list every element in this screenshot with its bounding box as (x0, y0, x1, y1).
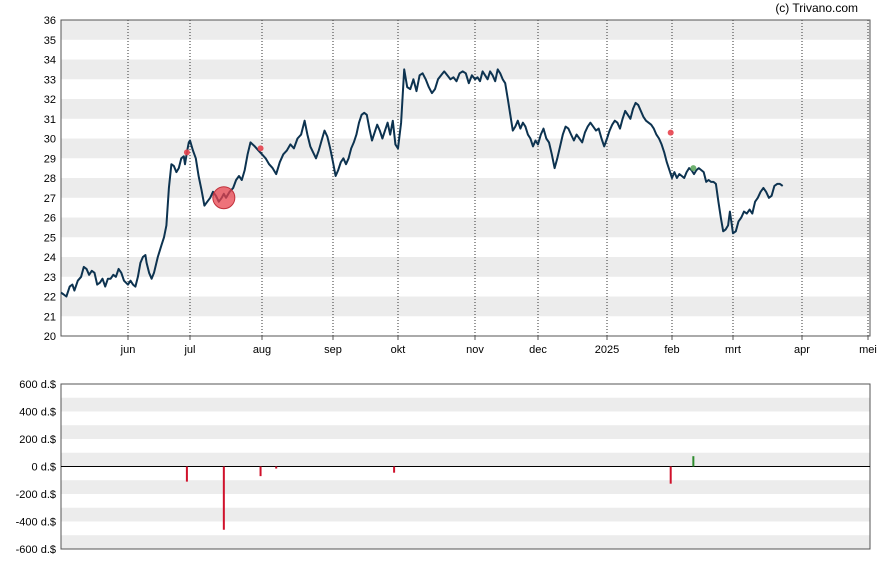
y-tick-label: 27 (44, 193, 56, 205)
transaction-bar (393, 466, 396, 473)
y-tick-label: 20 (44, 331, 56, 343)
y-tick-label: 36 (44, 15, 56, 27)
x-tick-label: okt (391, 344, 406, 356)
x-tick-label: mei (859, 344, 877, 356)
transaction-bar (222, 466, 225, 530)
x-tick-label: nov (466, 344, 484, 356)
grid-band (61, 452, 870, 467)
grid-band (61, 425, 870, 439)
x-tick-label: apr (794, 344, 810, 356)
transaction-bar (259, 466, 262, 477)
x-tick-label: jun (120, 344, 136, 356)
y-tick-label: 600 d.$ (19, 379, 56, 391)
y-tick-label: 23 (44, 272, 56, 284)
x-tick-label: feb (664, 344, 679, 356)
price-panel: 20 21 22 23 24 25 26 27 28 29 30 31 32 33 34 35 36 jun jul… (44, 15, 877, 356)
y-tick-label: -600 d.$ (16, 544, 56, 556)
transaction-marker (183, 149, 190, 156)
y-tick-label: 28 (44, 173, 56, 185)
y-tick-label: 22 (44, 292, 56, 304)
x-tick-label: aug (253, 344, 271, 356)
grid-band (61, 138, 870, 159)
x-tick-label: sep (324, 344, 342, 356)
x-tick-label: dec (529, 344, 547, 356)
grid-band (61, 178, 870, 198)
y-tick-label: 30 (44, 134, 56, 146)
y-tick-label: 0 d.$ (32, 462, 56, 474)
transaction-marker (212, 186, 236, 210)
y-tick-label: 32 (44, 94, 56, 106)
transaction-marker (690, 165, 697, 172)
x-tick-label: mrt (725, 344, 741, 356)
transaction-bar (692, 456, 695, 467)
y-tick-label: -400 d.$ (16, 517, 56, 529)
transaction-marker (667, 129, 674, 136)
x-tick-label: jul (183, 344, 195, 356)
grid-band (61, 296, 870, 317)
y-tick-label: 26 (44, 213, 56, 225)
y-tick-label: 29 (44, 153, 56, 165)
price-panel-frame (60, 19, 871, 337)
transaction-bar (669, 466, 672, 484)
y-tick-label: 200 d.$ (19, 434, 56, 446)
y-tick-label: 21 (44, 311, 56, 323)
y-tick-label: 24 (44, 252, 56, 264)
grid-band (61, 59, 870, 80)
y-tick-label: -200 d.$ (16, 489, 56, 501)
price-line (60, 68, 784, 298)
y-tick-label: 35 (44, 35, 56, 47)
transaction-bar (185, 466, 188, 482)
y-tick-label: 400 d.$ (19, 407, 56, 419)
y-tick-label: 25 (44, 232, 56, 244)
source-credit: (c) Trivano.com (775, 1, 858, 15)
y-tick-label: 34 (44, 55, 56, 67)
grid-band (61, 217, 870, 238)
grid-band (61, 480, 870, 494)
transaction-marker (257, 145, 264, 152)
transaction-bar (275, 466, 278, 469)
grid-band (61, 397, 870, 412)
grid-band (61, 535, 870, 549)
grid-band (61, 507, 870, 522)
x-tick-label: 2025 (595, 344, 619, 356)
y-tick-label: 33 (44, 74, 56, 86)
grid-band (61, 257, 870, 277)
y-tick-label: 31 (44, 114, 56, 126)
insider-panel: 600 d.$ 400 d.$ 200 d.$ 0 d.$ -200 d.$ -400 d… (16, 379, 871, 556)
grid-band (61, 20, 870, 40)
grid-band (61, 99, 870, 119)
